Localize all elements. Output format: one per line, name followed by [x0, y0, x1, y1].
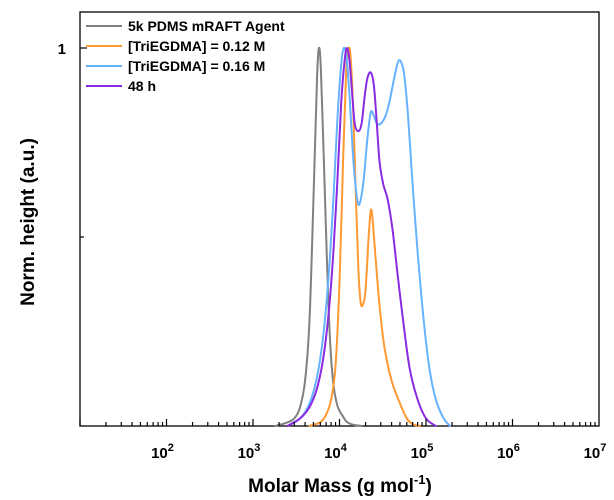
- legend-label: [TriEGDMA] = 0.16 M: [128, 58, 265, 74]
- x-axis-ticks: 102 103 104 105 106 107: [79, 419, 607, 462]
- y-axis-title: Norm. height (a.u.): [18, 138, 39, 306]
- series-line-3: [286, 46, 452, 427]
- series-curves: [274, 46, 452, 427]
- legend-label: 48 h: [128, 78, 156, 94]
- legend-item: [TriEGDMA] = 0.16 M: [86, 58, 265, 74]
- legend-item: [TriEGDMA] = 0.12 M: [86, 38, 265, 54]
- y-axis-ticks: 1: [58, 41, 87, 238]
- series-line-1: [274, 46, 363, 427]
- x-tick-label: 106: [497, 442, 520, 462]
- x-tick-label: 107: [584, 442, 607, 462]
- series-line-2: [308, 46, 421, 427]
- x-axis-title: Molar Mass (g mol-1): [248, 472, 432, 497]
- x-axis-title-tail: ): [425, 476, 431, 497]
- legend-label: 5k PDMS mRAFT Agent: [128, 18, 285, 34]
- series-line-4: [286, 47, 437, 427]
- x-tick-label: 105: [411, 442, 434, 462]
- legend-label: [TriEGDMA] = 0.12 M: [128, 38, 265, 54]
- x-axis-title-sup: -1: [414, 472, 426, 487]
- x-tick-label: 102: [151, 442, 174, 462]
- x-axis-title-main: Molar Mass (g mol: [248, 476, 414, 497]
- legend-item: 5k PDMS mRAFT Agent: [86, 18, 285, 34]
- y-tick-label: 1: [58, 41, 66, 58]
- x-tick-label: 103: [238, 442, 261, 462]
- legend-item: 48 h: [86, 78, 156, 94]
- legend: 5k PDMS mRAFT Agent [TriEGDMA] = 0.12 M [T…: [86, 18, 285, 94]
- x-tick-label: 104: [324, 442, 348, 462]
